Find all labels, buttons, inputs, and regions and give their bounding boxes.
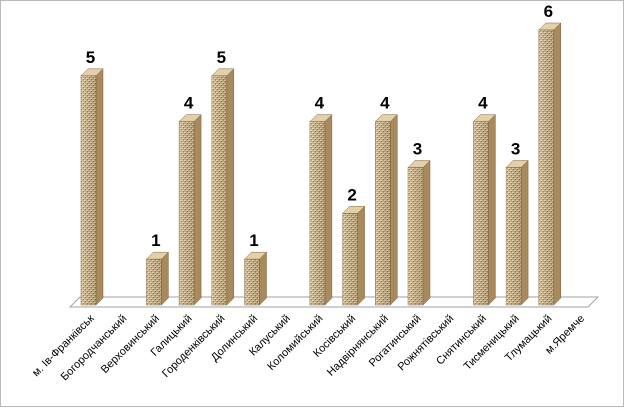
category-label: Верховинський <box>99 313 162 376</box>
bar-side <box>193 114 202 306</box>
bar-side <box>324 114 333 306</box>
bar-side <box>226 68 235 306</box>
data-label: 4 <box>478 94 488 113</box>
bar-front-shade <box>179 121 195 306</box>
bar-front-shade <box>211 75 227 305</box>
bar <box>407 159 431 306</box>
bar <box>505 159 529 306</box>
bar-front-shade <box>81 75 96 305</box>
bar <box>472 114 497 306</box>
bar <box>538 22 562 306</box>
bar-side <box>422 159 431 306</box>
bar-front-shade <box>342 213 358 305</box>
bar <box>341 205 366 306</box>
data-label: 5 <box>86 48 95 67</box>
data-label: 1 <box>249 231 258 250</box>
bar-side <box>488 114 496 306</box>
bar-front-shade <box>309 121 325 306</box>
data-label: 3 <box>413 140 422 159</box>
bar-side <box>259 251 267 306</box>
bar-side <box>520 159 529 306</box>
data-label: 1 <box>151 231 160 250</box>
data-label: 3 <box>511 140 520 159</box>
bar <box>145 251 170 306</box>
data-label: 2 <box>347 185 356 204</box>
bar-side <box>161 251 169 306</box>
bar-front-shade <box>375 121 391 306</box>
data-label: 6 <box>544 2 553 21</box>
bar-side <box>553 22 562 306</box>
bar-front-shade <box>538 30 554 305</box>
bar <box>374 114 398 306</box>
bar <box>80 68 104 306</box>
bar <box>243 251 268 306</box>
bar-front-shade <box>506 167 522 305</box>
bar-front-shade <box>408 167 423 305</box>
data-label: 4 <box>380 94 390 113</box>
bar <box>309 114 333 306</box>
data-label: 4 <box>315 94 325 113</box>
bar-side <box>95 68 104 306</box>
bar <box>211 68 235 306</box>
bar-front-shade <box>244 259 260 305</box>
bar-side <box>357 205 365 306</box>
bar <box>178 114 202 306</box>
bar-front-shade <box>146 259 162 305</box>
data-label: 5 <box>217 48 226 67</box>
chart-floor <box>68 296 600 308</box>
bar-front-shade <box>473 121 489 306</box>
bar-side <box>390 114 398 306</box>
data-label: 4 <box>184 94 194 113</box>
